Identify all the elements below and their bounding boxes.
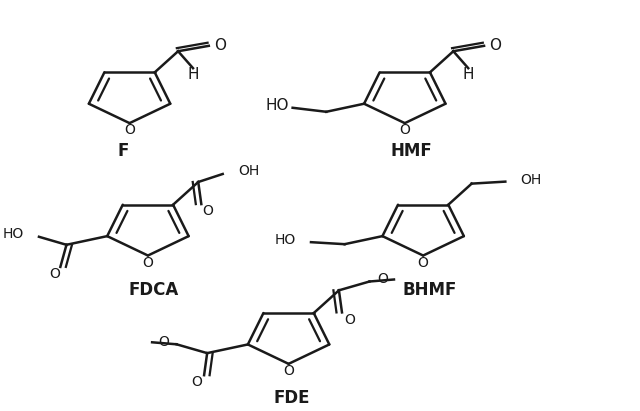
Text: O: O: [399, 123, 410, 137]
Text: O: O: [377, 272, 388, 286]
Text: HO: HO: [3, 226, 24, 240]
Text: O: O: [191, 375, 202, 389]
Text: FDCA: FDCA: [129, 281, 179, 299]
Text: OH: OH: [238, 164, 259, 178]
Text: O: O: [214, 38, 226, 53]
Text: H: H: [188, 67, 199, 82]
Text: O: O: [283, 364, 294, 378]
Text: O: O: [202, 204, 213, 218]
Text: O: O: [49, 267, 60, 281]
Text: BHMF: BHMF: [402, 281, 456, 299]
Text: H: H: [463, 67, 474, 82]
Text: HO: HO: [275, 233, 296, 247]
Text: FDE: FDE: [273, 389, 310, 407]
Text: O: O: [158, 335, 169, 349]
Text: O: O: [124, 123, 135, 137]
Text: O: O: [489, 38, 501, 53]
Text: HO: HO: [266, 98, 289, 113]
Text: HMF: HMF: [390, 142, 432, 160]
Text: O: O: [344, 313, 355, 327]
Text: OH: OH: [520, 173, 542, 187]
Text: O: O: [418, 256, 429, 270]
Text: F: F: [118, 142, 129, 160]
Text: O: O: [143, 256, 154, 270]
